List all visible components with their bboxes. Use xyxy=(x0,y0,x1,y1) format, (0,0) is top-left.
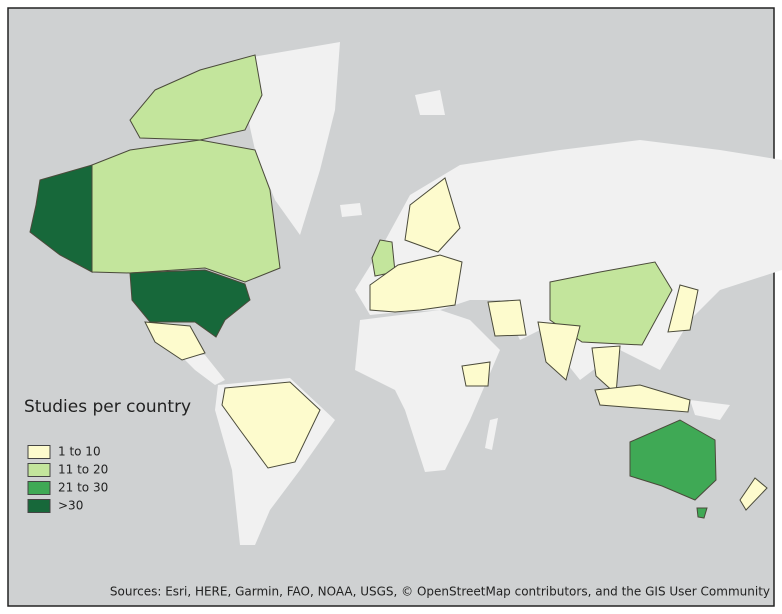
legend-swatch xyxy=(27,499,51,513)
country xyxy=(667,284,699,333)
legend-swatch xyxy=(27,481,51,495)
svalbard xyxy=(415,90,445,115)
country xyxy=(487,299,527,337)
legend-label: 11 to 20 xyxy=(58,463,108,477)
legend-swatch xyxy=(27,445,51,459)
madagascar xyxy=(485,418,498,450)
country xyxy=(696,507,708,519)
country xyxy=(594,384,691,413)
legend-title: Studies per country xyxy=(24,397,191,417)
africa xyxy=(355,310,500,472)
country xyxy=(404,177,461,253)
country xyxy=(369,254,463,313)
country xyxy=(739,477,768,511)
new-guinea xyxy=(690,400,730,420)
legend-swatch xyxy=(27,463,51,477)
country xyxy=(144,321,206,361)
country xyxy=(221,381,321,469)
legend: 1 to 10 11 to 20 21 to 30 >30 xyxy=(27,445,108,513)
legend-label: 1 to 10 xyxy=(58,445,101,459)
central-america xyxy=(180,355,225,385)
country xyxy=(537,321,581,381)
country xyxy=(461,361,491,387)
legend-label: >30 xyxy=(58,499,83,513)
country xyxy=(129,54,263,141)
legend-label: 21 to 30 xyxy=(58,481,108,495)
iceland xyxy=(340,203,362,217)
countries xyxy=(29,54,768,519)
sources: Sources: Esri, HERE, Garmin, FAO, NOAA, … xyxy=(110,585,770,599)
country xyxy=(629,419,717,501)
country xyxy=(91,139,281,283)
country xyxy=(129,269,251,338)
